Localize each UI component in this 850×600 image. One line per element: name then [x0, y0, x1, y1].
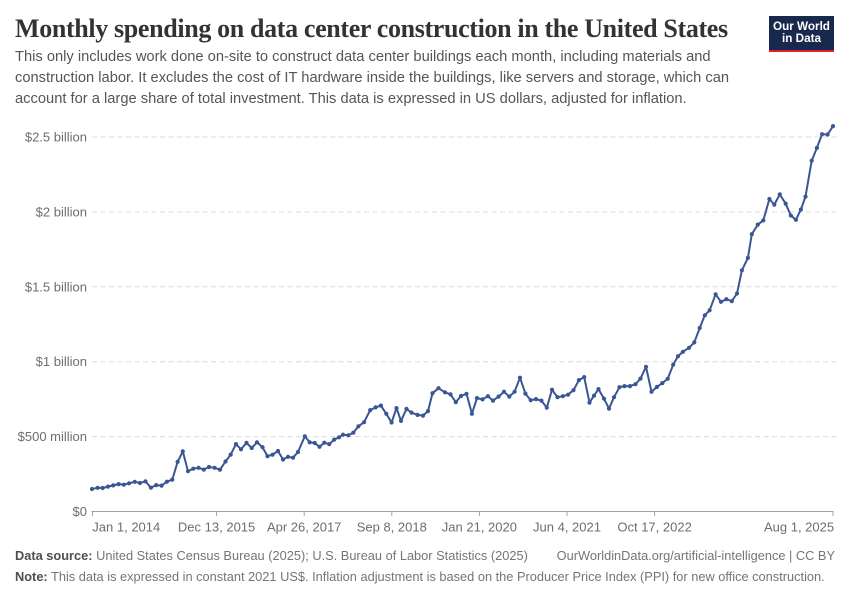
svg-text:$0: $0 [73, 504, 87, 519]
svg-text:$2.5 billion: $2.5 billion [25, 130, 87, 145]
svg-text:$500 million: $500 million [18, 429, 87, 444]
svg-text:Jun 4, 2021: Jun 4, 2021 [533, 520, 601, 535]
svg-text:Jan 21, 2020: Jan 21, 2020 [442, 520, 517, 535]
svg-text:$2 billion: $2 billion [36, 204, 87, 219]
svg-text:Aug 1, 2025: Aug 1, 2025 [764, 520, 834, 535]
svg-text:Oct 17, 2022: Oct 17, 2022 [617, 520, 691, 535]
svg-text:Dec 13, 2015: Dec 13, 2015 [178, 520, 255, 535]
svg-text:Sep 8, 2018: Sep 8, 2018 [357, 520, 427, 535]
svg-text:Jan 1, 2014: Jan 1, 2014 [92, 520, 160, 535]
svg-text:$1 billion: $1 billion [36, 354, 87, 369]
svg-text:Apr 26, 2017: Apr 26, 2017 [267, 520, 341, 535]
svg-text:$1.5 billion: $1.5 billion [25, 279, 87, 294]
